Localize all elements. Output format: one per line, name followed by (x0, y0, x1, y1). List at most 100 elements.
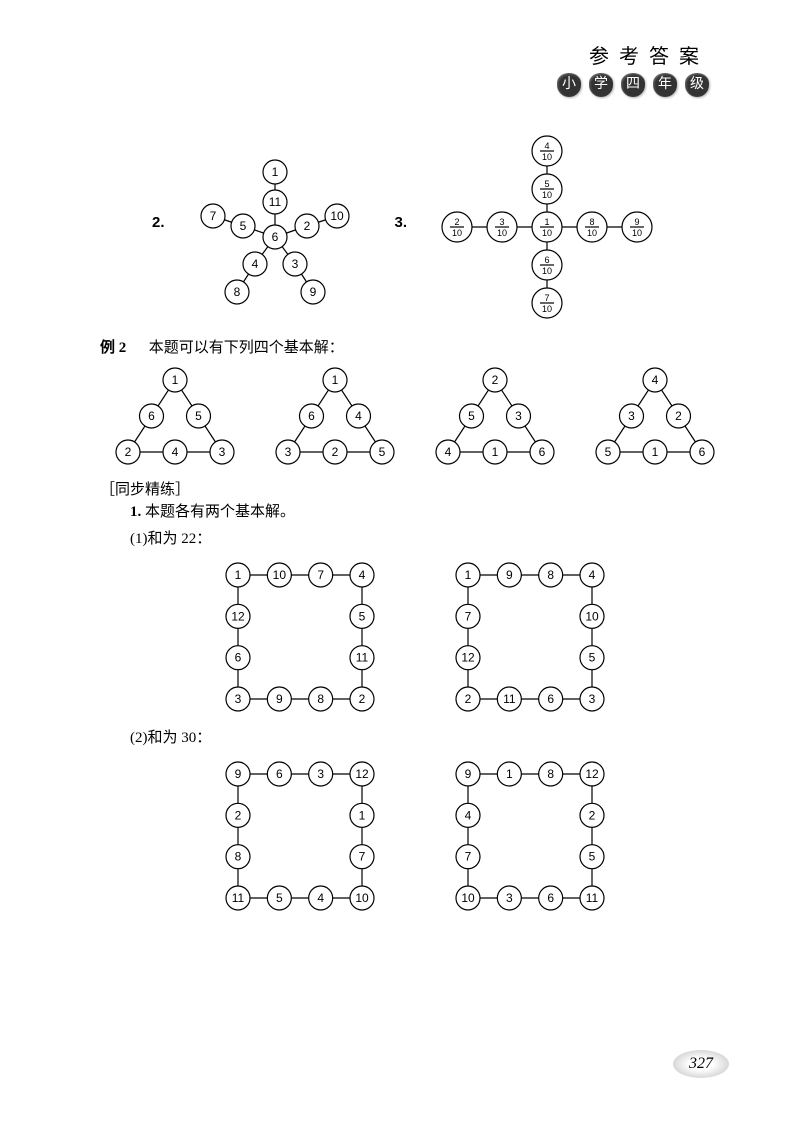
svg-text:9: 9 (309, 285, 316, 299)
svg-text:6: 6 (234, 651, 241, 665)
svg-text:4: 4 (588, 568, 595, 582)
svg-text:2: 2 (455, 217, 460, 227)
svg-text:4: 4 (444, 445, 451, 459)
svg-text:9: 9 (505, 568, 512, 582)
triangle-diagram: 1 6 5 2 4 3 (110, 366, 240, 466)
svg-text:10: 10 (542, 152, 552, 162)
svg-text:6: 6 (547, 692, 554, 706)
svg-text:5: 5 (468, 409, 475, 423)
svg-text:1: 1 (358, 808, 365, 822)
sum22-label: (1)和为 22： (100, 526, 729, 553)
svg-text:4: 4 (355, 409, 362, 423)
practice-1-text: 本题各有两个基本解。 (145, 504, 295, 520)
badge: 学 (589, 73, 613, 97)
svg-text:7: 7 (545, 293, 550, 303)
svg-text:1: 1 (331, 373, 338, 387)
svg-text:12: 12 (585, 767, 599, 781)
svg-text:3: 3 (628, 409, 635, 423)
svg-text:1: 1 (464, 568, 471, 582)
svg-text:11: 11 (355, 651, 368, 665)
svg-text:3: 3 (284, 445, 291, 459)
svg-text:8: 8 (233, 285, 240, 299)
cross-diagram: 110510410610710310210810910 (417, 117, 677, 327)
svg-text:5: 5 (239, 219, 246, 233)
svg-text:5: 5 (358, 609, 365, 623)
svg-text:3: 3 (505, 891, 512, 905)
svg-text:8: 8 (317, 692, 324, 706)
header-title: 参考答案 (100, 40, 709, 69)
svg-text:2: 2 (464, 692, 471, 706)
svg-text:1: 1 (651, 445, 658, 459)
svg-text:4: 4 (251, 257, 258, 271)
svg-text:1: 1 (491, 445, 498, 459)
svg-text:3: 3 (218, 445, 225, 459)
svg-text:11: 11 (268, 195, 281, 209)
svg-text:11: 11 (503, 692, 516, 706)
practice-1-prefix: 1. (130, 504, 141, 520)
svg-text:5: 5 (545, 179, 550, 189)
svg-text:5: 5 (275, 891, 282, 905)
svg-text:8: 8 (547, 568, 554, 582)
svg-text:3: 3 (500, 217, 505, 227)
triangle-diagram: 2 5 3 4 1 6 (430, 366, 560, 466)
svg-text:1: 1 (271, 165, 278, 179)
svg-text:3: 3 (291, 257, 298, 271)
svg-text:9: 9 (464, 767, 471, 781)
problem-number-3: 3. (395, 214, 408, 231)
svg-text:4: 4 (171, 445, 178, 459)
svg-text:10: 10 (587, 228, 597, 238)
svg-text:6: 6 (148, 409, 155, 423)
svg-text:10: 10 (497, 228, 507, 238)
svg-text:4: 4 (358, 568, 365, 582)
badge: 年 (653, 73, 677, 97)
svg-text:10: 10 (585, 609, 599, 623)
badge: 级 (685, 73, 709, 97)
svg-text:2: 2 (358, 692, 365, 706)
svg-text:10: 10 (632, 228, 642, 238)
svg-text:10: 10 (272, 568, 286, 582)
star-diagram: 6111210574839 (175, 132, 375, 312)
svg-text:8: 8 (590, 217, 595, 227)
svg-text:9: 9 (275, 692, 282, 706)
svg-text:8: 8 (547, 767, 554, 781)
svg-text:1: 1 (171, 373, 178, 387)
svg-text:2: 2 (675, 409, 682, 423)
svg-text:6: 6 (271, 230, 278, 244)
svg-text:6: 6 (308, 409, 315, 423)
example-2-label: 例 2 (100, 340, 126, 356)
example-2-line: 例 2 本题可以有下列四个基本解： (100, 335, 729, 362)
svg-text:7: 7 (317, 568, 324, 582)
svg-text:10: 10 (461, 891, 475, 905)
svg-text:9: 9 (635, 217, 640, 227)
svg-text:10: 10 (452, 228, 462, 238)
svg-text:5: 5 (604, 445, 611, 459)
practice-line-1: 1. 本题各有两个基本解。 (100, 499, 729, 526)
svg-text:2: 2 (331, 445, 338, 459)
svg-text:5: 5 (195, 409, 202, 423)
svg-text:7: 7 (209, 209, 216, 223)
badge: 四 (621, 73, 645, 97)
page-number: 327 (673, 1050, 729, 1078)
svg-text:4: 4 (651, 373, 658, 387)
svg-text:1: 1 (234, 568, 241, 582)
svg-text:2: 2 (491, 373, 498, 387)
svg-text:2: 2 (124, 445, 131, 459)
sum30-label: (2)和为 30： (100, 725, 729, 752)
svg-text:7: 7 (464, 850, 471, 864)
svg-text:6: 6 (547, 891, 554, 905)
header-badges: 小 学 四 年 级 (553, 73, 709, 97)
squares-30-row: 963121710115428918122511103647 (100, 756, 729, 916)
svg-text:10: 10 (330, 209, 344, 223)
svg-text:7: 7 (464, 609, 471, 623)
svg-text:3: 3 (515, 409, 522, 423)
badge: 小 (557, 73, 581, 97)
svg-text:5: 5 (588, 850, 595, 864)
svg-text:3: 3 (317, 767, 324, 781)
triangle-diagram: 164325 (270, 366, 400, 466)
square-diagram: 110745112398126 (220, 557, 380, 717)
svg-text:10: 10 (355, 891, 369, 905)
svg-text:6: 6 (538, 445, 545, 459)
squares-22-row: 110745112398126198410532116712 (100, 557, 729, 717)
svg-text:6: 6 (545, 255, 550, 265)
svg-text:4: 4 (464, 808, 471, 822)
